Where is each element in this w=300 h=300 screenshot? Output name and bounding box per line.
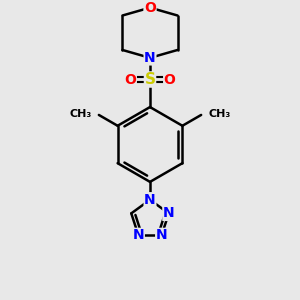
Text: O: O [164, 73, 176, 86]
Text: N: N [163, 206, 175, 220]
Text: O: O [124, 73, 136, 86]
Text: CH₃: CH₃ [70, 109, 92, 119]
Text: CH₃: CH₃ [208, 109, 230, 119]
Text: N: N [133, 228, 144, 242]
Text: O: O [144, 1, 156, 15]
Text: N: N [144, 193, 156, 207]
Text: N: N [144, 51, 156, 65]
Text: N: N [156, 228, 167, 242]
Text: S: S [145, 72, 155, 87]
